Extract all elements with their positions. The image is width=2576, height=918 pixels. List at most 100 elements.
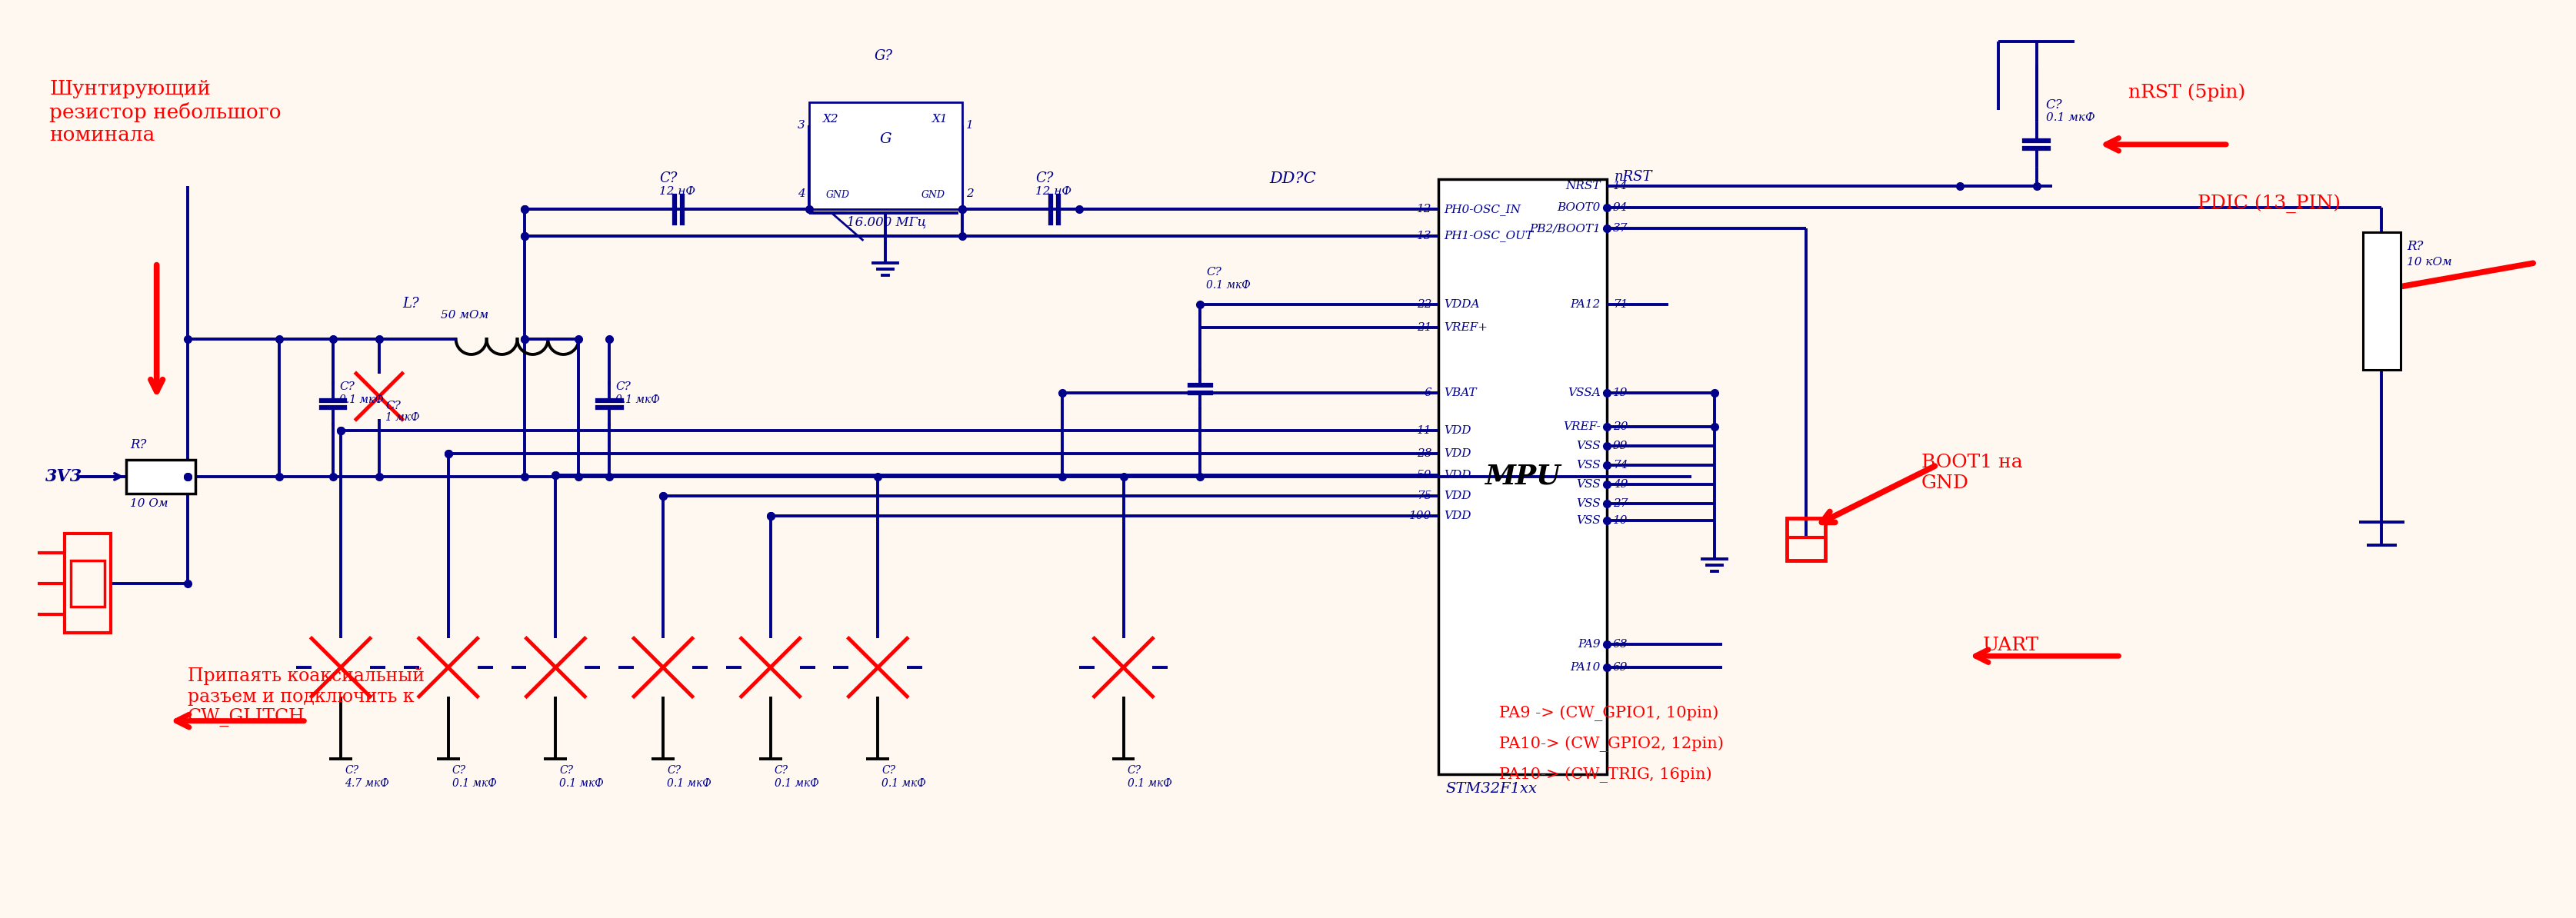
Text: GND: GND: [922, 190, 945, 200]
Text: C?: C?: [616, 381, 631, 392]
Text: DD?C: DD?C: [1270, 171, 1316, 185]
Text: VDD: VDD: [1445, 425, 1471, 436]
Text: 37: 37: [1613, 223, 1628, 234]
Text: C?: C?: [659, 171, 677, 185]
Bar: [1437, 179, 1607, 774]
Text: C?: C?: [386, 400, 399, 411]
Text: 69: 69: [1613, 662, 1628, 673]
Text: 4: 4: [799, 189, 806, 199]
Text: 3V3: 3V3: [46, 468, 82, 485]
Text: VSSA: VSSA: [1569, 387, 1600, 398]
Text: 0.1 мкФ: 0.1 мкФ: [559, 778, 603, 789]
Text: 50: 50: [1417, 470, 1432, 480]
Text: 71: 71: [1613, 299, 1628, 310]
Text: nRST: nRST: [1615, 170, 1654, 184]
Text: 10: 10: [1613, 516, 1628, 526]
Text: PA10: PA10: [1571, 662, 1600, 673]
Text: 49: 49: [1613, 479, 1628, 489]
Text: Шунтирующий
резистор небольшого
номинала: Шунтирующий резистор небольшого номинала: [49, 80, 281, 144]
Bar: [2362, 232, 2401, 370]
Text: PA9 -> (CW_GPIO1, 10pin): PA9 -> (CW_GPIO1, 10pin): [1499, 706, 1718, 722]
Text: 21: 21: [1417, 322, 1432, 333]
Text: BOOT1 на
GND: BOOT1 на GND: [1922, 453, 2022, 492]
Text: 0.1 мкФ: 0.1 мкФ: [616, 394, 659, 405]
Text: 12 нФ: 12 нФ: [659, 186, 696, 197]
Text: C?: C?: [881, 766, 896, 776]
Text: C?: C?: [345, 766, 358, 776]
Text: 27: 27: [1613, 498, 1628, 509]
Text: C?: C?: [667, 766, 680, 776]
Text: PA10-> (CW_GPIO2, 12pin): PA10-> (CW_GPIO2, 12pin): [1499, 736, 1723, 752]
Text: 12: 12: [1417, 204, 1432, 215]
Text: VDD: VDD: [1445, 490, 1471, 501]
Text: 0.1 мкФ: 0.1 мкФ: [340, 394, 384, 405]
Text: 0.1 мкФ: 0.1 мкФ: [775, 778, 819, 789]
Text: C?: C?: [2045, 98, 2063, 112]
Text: MPU: MPU: [1484, 464, 1561, 489]
Text: 2: 2: [966, 189, 974, 199]
Text: VSS: VSS: [1577, 516, 1600, 526]
Text: C?: C?: [1206, 266, 1221, 277]
Text: PA12: PA12: [1571, 299, 1600, 310]
Text: VDD: VDD: [1445, 470, 1471, 480]
Text: NRST: NRST: [1566, 181, 1600, 192]
Text: BOOT0: BOOT0: [1558, 203, 1600, 213]
Text: PB2/BOOT1: PB2/BOOT1: [1530, 223, 1600, 234]
Text: VSS: VSS: [1577, 460, 1600, 471]
Bar: [64, 534, 111, 633]
Text: 10 кОм: 10 кОм: [2406, 257, 2452, 267]
Text: VDD: VDD: [1445, 511, 1471, 521]
Text: 1: 1: [966, 120, 974, 130]
Text: 13: 13: [1417, 230, 1432, 241]
Text: G?: G?: [873, 49, 891, 62]
Text: R?: R?: [129, 439, 147, 452]
Text: 100: 100: [1409, 511, 1432, 521]
Text: 1 мкФ: 1 мкФ: [386, 412, 420, 423]
Text: R?: R?: [2406, 240, 2424, 253]
Text: VREF-: VREF-: [1564, 421, 1600, 432]
Text: 11: 11: [1417, 425, 1432, 436]
Text: 6: 6: [1425, 387, 1432, 398]
Text: C?: C?: [451, 766, 466, 776]
Text: GND: GND: [827, 190, 850, 200]
Text: nRST (5pin): nRST (5pin): [2128, 84, 2246, 102]
Text: STM32F1xx: STM32F1xx: [1445, 782, 1538, 796]
Text: 12 нФ: 12 нФ: [1036, 186, 1072, 197]
Text: PH0-OSC_IN: PH0-OSC_IN: [1445, 204, 1520, 215]
Text: 68: 68: [1613, 639, 1628, 650]
Text: 0.1 мкФ: 0.1 мкФ: [451, 778, 497, 789]
Text: 19: 19: [1613, 387, 1628, 398]
Text: 20: 20: [1613, 421, 1628, 432]
Text: C?: C?: [1128, 766, 1141, 776]
Text: C?: C?: [340, 381, 355, 392]
Text: PDIC (13_PIN): PDIC (13_PIN): [2197, 194, 2342, 213]
Text: 0.1 мкФ: 0.1 мкФ: [667, 778, 711, 789]
Text: 50 мОм: 50 мОм: [440, 310, 489, 321]
Text: VREF+: VREF+: [1445, 322, 1489, 333]
Text: 28: 28: [1417, 448, 1432, 459]
Text: 22: 22: [1417, 299, 1432, 310]
Text: Припаять коаксиальный
разъем и подключить к
CW_GLITCH: Припаять коаксиальный разъем и подключит…: [188, 667, 425, 727]
Text: 74: 74: [1613, 460, 1628, 471]
Text: 4.7 мкФ: 4.7 мкФ: [345, 778, 389, 789]
Text: VSS: VSS: [1577, 498, 1600, 509]
Text: VSS: VSS: [1577, 441, 1600, 452]
Text: C?: C?: [775, 766, 788, 776]
Text: G: G: [878, 132, 891, 146]
Text: 94: 94: [1613, 203, 1628, 213]
Text: PH1-OSC_OUT: PH1-OSC_OUT: [1445, 230, 1533, 241]
Text: VDDA: VDDA: [1445, 299, 1479, 310]
Text: C?: C?: [1036, 171, 1054, 185]
Text: 0.1 мкФ: 0.1 мкФ: [1206, 280, 1252, 290]
Text: PA9: PA9: [1579, 639, 1600, 650]
Bar: [1788, 519, 1826, 561]
Bar: [70, 561, 106, 607]
Text: PA10-> (CW_TRIG, 16pin): PA10-> (CW_TRIG, 16pin): [1499, 767, 1713, 782]
Text: 75: 75: [1417, 490, 1432, 501]
Text: X1: X1: [933, 114, 948, 125]
Text: 0.1 мкФ: 0.1 мкФ: [1128, 778, 1172, 789]
Text: 10 Ом: 10 Ом: [129, 498, 167, 509]
Text: 3: 3: [799, 120, 806, 130]
Text: X2: X2: [822, 114, 840, 125]
Text: C?: C?: [559, 766, 574, 776]
